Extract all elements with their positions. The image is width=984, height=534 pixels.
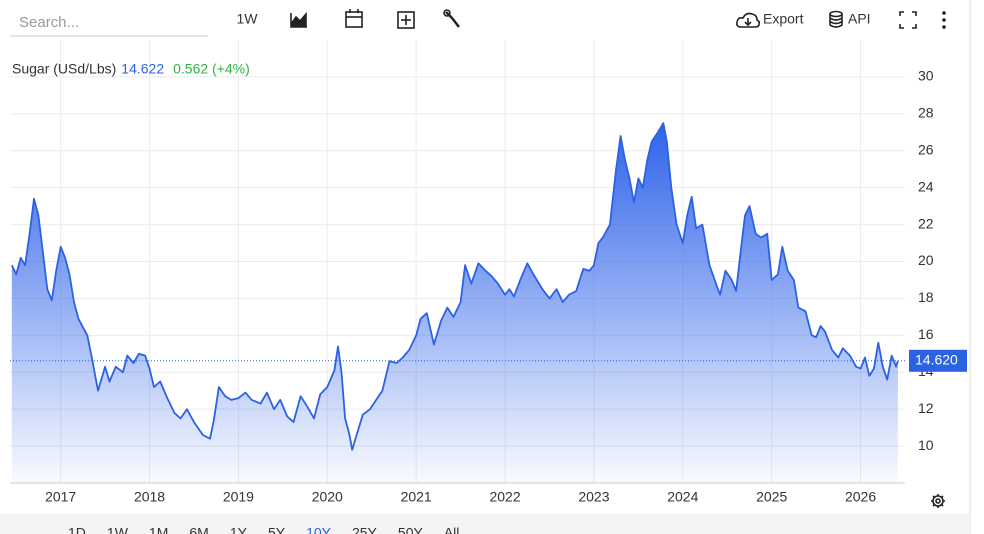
- x-tick-label: 2017: [45, 489, 76, 505]
- api-button[interactable]: API: [848, 11, 871, 27]
- search-input[interactable]: Search...: [19, 14, 79, 31]
- x-tick-label: 2026: [845, 489, 876, 505]
- menu-icon[interactable]: [942, 11, 946, 29]
- range-button[interactable]: 6M: [189, 525, 208, 534]
- x-tick-label: 2023: [578, 489, 609, 505]
- y-tick-label: 28: [918, 105, 934, 121]
- range-bar: [0, 514, 970, 534]
- x-tick-label: 2024: [667, 489, 698, 505]
- y-tick-label: 30: [918, 68, 934, 84]
- export-icon[interactable]: [736, 12, 761, 28]
- y-tick-label: 10: [918, 437, 934, 453]
- y-tick-label: 20: [918, 252, 934, 268]
- range-button[interactable]: 10Y: [306, 525, 332, 534]
- settings-icon[interactable]: [931, 494, 945, 508]
- interval-button[interactable]: 1W: [237, 11, 259, 27]
- range-button[interactable]: 25Y: [352, 525, 378, 534]
- y-tick-label: 16: [918, 326, 934, 342]
- range-button[interactable]: 50Y: [398, 525, 424, 534]
- tools-icon[interactable]: [443, 9, 460, 28]
- chart-title: Sugar (USd/Lbs): [12, 61, 116, 77]
- range-button[interactable]: 1W: [107, 525, 129, 534]
- chart-type-icon[interactable]: [290, 11, 307, 28]
- last-value-box: [909, 349, 967, 372]
- x-tick-label: 2018: [134, 489, 165, 505]
- range-button[interactable]: 1Y: [230, 525, 248, 534]
- price: 14.622: [121, 61, 164, 77]
- fullscreen-icon[interactable]: [899, 11, 917, 29]
- last-value-label: 14.620: [915, 352, 958, 368]
- x-tick-label: 2021: [401, 489, 432, 505]
- y-tick-label: 18: [918, 289, 934, 305]
- line: [10, 122, 899, 451]
- range-buttons: 1D 1W 1M 6M 1Y 5Y 10Y 25Y 50Y All: [68, 525, 459, 534]
- range-button[interactable]: 5Y: [268, 525, 286, 534]
- x-tick-label: 2025: [756, 489, 787, 505]
- range-button[interactable]: 1M: [149, 525, 168, 534]
- export-button[interactable]: Export: [763, 11, 804, 27]
- plot: 1012141618202224262830201720182019202020…: [10, 40, 967, 505]
- x-tick-label: 2019: [223, 489, 254, 505]
- add-indicator-icon[interactable]: [397, 11, 415, 29]
- y-tick-label: 26: [918, 141, 934, 157]
- x-tick-label: 2022: [489, 489, 520, 505]
- y-tick-label: 22: [918, 215, 934, 231]
- api-icon[interactable]: [829, 10, 843, 28]
- x-tick-label: 2020: [312, 489, 343, 505]
- y-tick-label: 24: [918, 178, 934, 194]
- range-button[interactable]: All: [444, 525, 460, 534]
- price-change: 0.562 (+4%): [173, 61, 250, 77]
- y-tick-label: 12: [918, 400, 934, 416]
- range-button[interactable]: 1D: [68, 525, 86, 534]
- area: [11, 123, 898, 483]
- calendar-icon[interactable]: [345, 9, 363, 28]
